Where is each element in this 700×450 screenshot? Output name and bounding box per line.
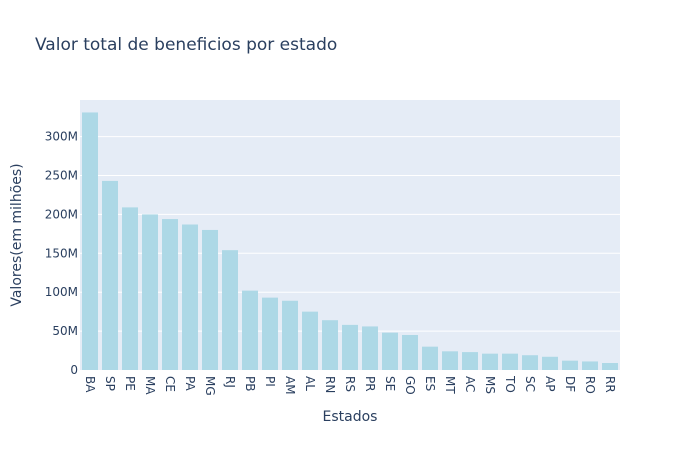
bar-rs (342, 324, 358, 370)
bar-ac (462, 352, 478, 370)
chart-title: Valor total de beneficios por estado (35, 35, 337, 55)
bar-df (562, 360, 578, 370)
bar-mg (202, 229, 218, 370)
y-tick-label: 100M (45, 285, 78, 299)
bar-rj (222, 250, 238, 370)
y-tick-label: 200M (45, 207, 78, 221)
x-tick-label: PI (263, 376, 277, 387)
bar-ms (482, 353, 498, 370)
x-tick-label: MG (203, 376, 217, 396)
y-tick-label: 250M (45, 168, 78, 182)
bar-go (402, 334, 418, 370)
bars (82, 112, 618, 370)
y-tick-label: 50M (52, 324, 78, 338)
bar-se (382, 332, 398, 370)
x-tick-label: PE (123, 376, 137, 391)
bar-pi (262, 297, 278, 370)
bar-ro (582, 361, 598, 370)
bar-mt (442, 351, 458, 370)
x-tick-label: AM (283, 376, 297, 395)
x-tick-label: SP (103, 376, 117, 391)
y-axis-ticks: 0 50M 100M 150M 200M 250M 300M (45, 130, 78, 377)
bar-pb (242, 290, 258, 370)
x-tick-label: CE (163, 376, 177, 392)
x-tick-label: PB (243, 376, 257, 391)
x-tick-label: BA (83, 376, 97, 393)
bar-rn (322, 320, 338, 370)
bar-sc (522, 355, 538, 370)
bar-al (302, 311, 318, 370)
x-tick-label: MT (443, 376, 457, 394)
x-tick-label: SE (383, 376, 397, 391)
x-tick-label: RO (583, 376, 597, 394)
bar-ce (162, 219, 178, 370)
y-tick-label: 300M (45, 130, 78, 144)
x-tick-label: SC (523, 376, 537, 392)
x-tick-label: AL (303, 376, 317, 391)
bar-sp (102, 180, 118, 370)
y-tick-label: 0 (70, 363, 78, 377)
bar-rr (602, 362, 618, 370)
x-axis-ticks: BA SP PE MA CE PA MG RJ PB PI AM AL RN RS PR SE GO ES MT AC… (83, 375, 617, 396)
bar-am (282, 300, 298, 370)
x-tick-label: PR (363, 376, 377, 392)
x-axis-title: Estados (323, 409, 378, 425)
x-tick-label: RJ (223, 376, 237, 388)
bar-pe (122, 207, 138, 370)
x-tick-label: MS (483, 376, 497, 394)
bar-ba (82, 112, 98, 370)
x-tick-label: TO (503, 375, 517, 393)
x-tick-label: GO (403, 376, 417, 395)
x-tick-label: MA (143, 376, 157, 395)
x-tick-label: RN (323, 376, 337, 393)
bar-pa (182, 224, 198, 370)
x-tick-label: RR (603, 376, 617, 393)
x-tick-label: AP (543, 376, 557, 391)
x-tick-label: DF (563, 376, 577, 392)
x-tick-label: AC (463, 376, 477, 392)
bar-pr (362, 326, 378, 370)
y-axis-title: Valores(em milhões) (9, 163, 25, 306)
bar-es (422, 346, 438, 370)
x-tick-label: PA (183, 376, 197, 391)
bar-ap (542, 356, 558, 370)
x-tick-label: RS (343, 376, 357, 392)
y-tick-label: 150M (45, 246, 78, 260)
bar-to (502, 353, 518, 370)
x-tick-label: ES (423, 376, 437, 391)
bar-ma (142, 214, 158, 370)
